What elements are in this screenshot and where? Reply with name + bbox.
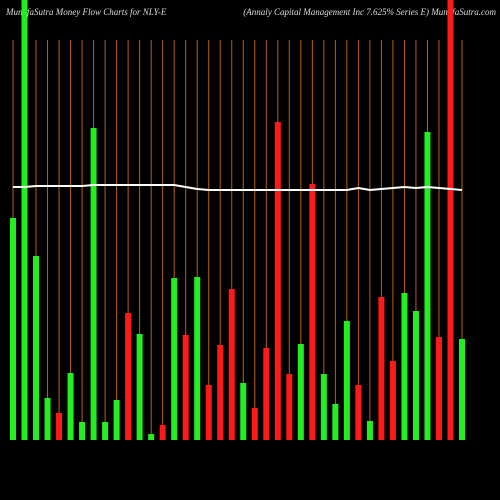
bar	[125, 313, 132, 440]
bar	[240, 383, 247, 440]
bar	[136, 334, 143, 440]
bar	[228, 289, 235, 440]
bar	[286, 374, 293, 440]
bar	[171, 278, 178, 440]
bar	[205, 385, 212, 440]
bar	[79, 422, 86, 440]
bar	[297, 344, 304, 440]
bar	[309, 184, 316, 440]
bar	[412, 311, 419, 440]
bar	[355, 385, 362, 440]
bar	[459, 339, 465, 440]
bar	[389, 361, 396, 440]
chart-subtitle: (Annaly Capital Management Inc 7.625% Se…	[243, 7, 496, 17]
bar	[435, 337, 442, 440]
bar	[366, 421, 373, 440]
bar	[21, 0, 28, 440]
bar	[343, 321, 350, 440]
bar	[159, 425, 166, 440]
bar	[251, 408, 258, 440]
bar	[447, 0, 454, 440]
bar	[33, 256, 40, 440]
bar	[10, 218, 16, 440]
bar	[102, 422, 109, 440]
bar	[90, 128, 97, 440]
bar	[56, 413, 63, 440]
bar	[67, 373, 74, 440]
bar	[113, 400, 120, 440]
bar	[320, 374, 327, 440]
bar	[274, 122, 281, 440]
bar	[378, 297, 385, 440]
bar	[44, 398, 51, 440]
money-flow-line	[13, 184, 463, 192]
bar	[401, 293, 408, 440]
bar	[424, 132, 431, 440]
bar	[263, 348, 270, 440]
bar	[217, 345, 224, 440]
chart-title: MunafaSutra Money Flow Charts for NLY-E	[5, 7, 167, 17]
bar	[194, 277, 201, 440]
bar	[148, 434, 155, 440]
bar	[332, 404, 339, 440]
bar	[182, 335, 189, 440]
